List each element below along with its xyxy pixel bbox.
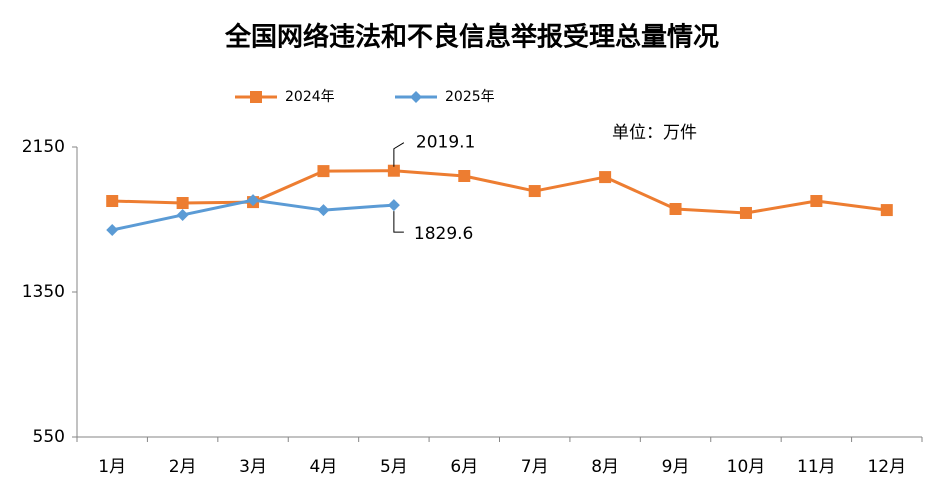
leader-line xyxy=(393,142,405,167)
legend-label: 2024年 xyxy=(285,89,335,105)
marker xyxy=(317,204,330,217)
marker xyxy=(458,170,471,182)
marker xyxy=(176,208,189,221)
x-tick-label: 7月 xyxy=(521,457,549,477)
x-tick-label: 9月 xyxy=(662,457,690,477)
leader-line xyxy=(393,211,404,233)
marker xyxy=(106,195,119,208)
unit-label: 单位：万件 xyxy=(612,123,697,143)
x-tick-label: 5月 xyxy=(380,457,408,477)
data-label: 2019.1 xyxy=(416,133,475,153)
marker xyxy=(387,199,400,212)
data-label: 1829.6 xyxy=(414,224,473,244)
x-tick-label: 11月 xyxy=(797,457,836,477)
marker xyxy=(739,206,752,219)
marker xyxy=(599,171,612,184)
marker xyxy=(810,195,823,208)
x-tick-label: 1月 xyxy=(98,457,126,477)
marker xyxy=(880,204,893,217)
marker xyxy=(387,164,400,177)
y-tick-label: 2150 xyxy=(22,137,65,157)
marker xyxy=(247,194,260,207)
x-tick-label: 10月 xyxy=(727,457,766,477)
x-tick-label: 6月 xyxy=(450,457,478,477)
marker xyxy=(528,185,541,198)
x-tick-label: 4月 xyxy=(310,457,338,477)
marker xyxy=(250,91,262,103)
x-tick-label: 8月 xyxy=(591,457,619,477)
marker xyxy=(106,224,119,237)
marker xyxy=(669,202,682,215)
legend-label: 2025年 xyxy=(445,89,495,105)
marker xyxy=(317,165,330,178)
x-tick-label: 2月 xyxy=(169,457,197,477)
marker xyxy=(176,197,189,210)
y-tick-label: 1350 xyxy=(22,282,65,302)
marker xyxy=(410,91,422,103)
x-tick-label: 12月 xyxy=(867,457,906,477)
y-tick-label: 550 xyxy=(33,427,65,447)
x-tick-label: 3月 xyxy=(239,457,267,477)
chart-title: 全国网络违法和不良信息举报受理总量情况 xyxy=(224,22,719,53)
